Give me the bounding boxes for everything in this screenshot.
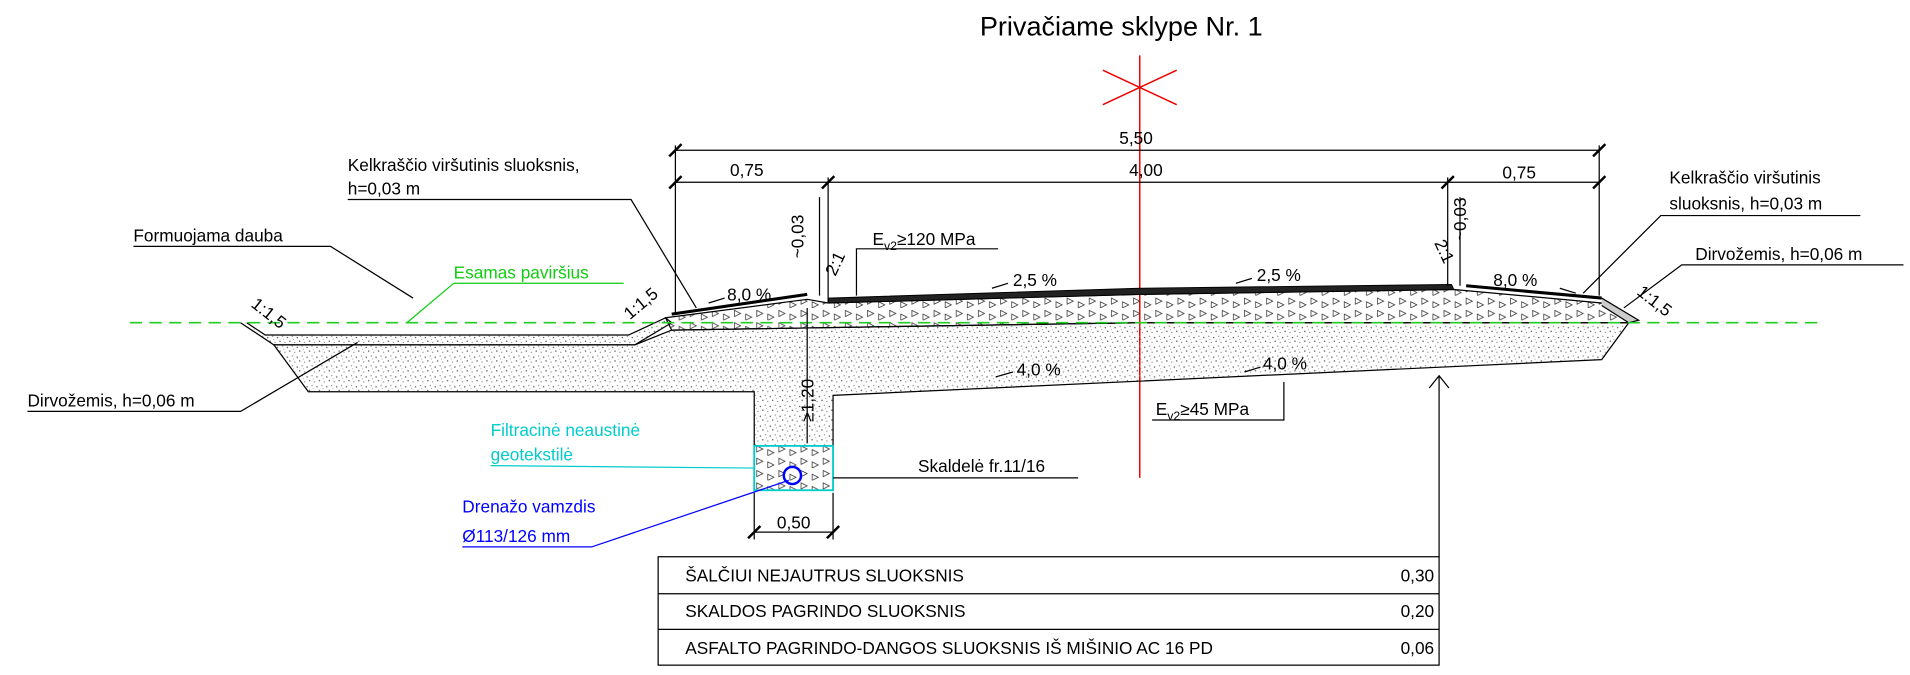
dim-left-surface: ~0,03 (787, 215, 807, 259)
leader (491, 466, 755, 468)
modulus-value: ≥45 MPa (1180, 399, 1249, 419)
modulus-value: ≥120 MPa (897, 229, 976, 249)
leader (1429, 376, 1449, 557)
table-cell: 0,06 (1401, 638, 1435, 658)
topsoil-left (241, 318, 672, 345)
annotation: Kelkraščio viršutinis sluoksnis, (348, 155, 580, 175)
leader (856, 249, 998, 296)
slope-label: 8,0 % (1493, 270, 1537, 290)
body: Privačiame sklype Nr. 1 5,50 0,75 4,00 0… (0, 0, 1910, 675)
dim-right-shoulder: 0,75 (1502, 163, 1536, 183)
table-cell: ŠALČIUI NEJAUTRUS SLUOKSNIS (685, 565, 964, 585)
dim-carriageway: 4,00 (1129, 160, 1163, 180)
slope-label: 1:1,5 (620, 283, 662, 323)
slope-label: 2,5 % (1013, 270, 1057, 290)
modulus-symbol: E (872, 229, 884, 249)
modulus-subscript: v2 (884, 239, 897, 253)
dim-trench-depth: ≥1,20 (797, 379, 817, 422)
slope-label: 2,5 % (1257, 265, 1301, 285)
leader (407, 283, 624, 322)
annotation: Dirvožemis, h=0,06 m (27, 390, 194, 410)
slope-label: 1:1,5 (1633, 281, 1676, 320)
annotation: Drenažo vamzdis (462, 496, 595, 516)
slope-label: 8,0 % (727, 285, 771, 305)
table-cell: 0,20 (1401, 601, 1435, 621)
dim-trench-width: 0,50 (777, 512, 811, 532)
modulus-subscript: v2 (1167, 409, 1180, 423)
annotation: Dirvožemis, h=0,06 m (1695, 244, 1862, 264)
slope-label: 4,0 % (1017, 360, 1061, 380)
annotation: Formuojama dauba (133, 225, 283, 245)
annotation: h=0,03 m (348, 179, 420, 199)
annotation: Kelkraščio viršutinis (1669, 168, 1820, 188)
leader (133, 246, 413, 298)
cross-section: Privačiame sklype Nr. 1 5,50 0,75 4,00 0… (0, 0, 1910, 675)
slope-label: 2:1 (821, 248, 849, 278)
annotation: geotekstilė (491, 445, 573, 465)
title: Privačiame sklype Nr. 1 (980, 11, 1263, 42)
annotation: sluoksnis, h=0,03 m (1669, 193, 1822, 213)
table-cell: SKALDOS PAGRINDO SLUOKSNIS (685, 601, 965, 621)
annotation: Filtracinė neaustinė (491, 420, 640, 440)
annotation: Esamas paviršius (454, 262, 589, 282)
dim-total: 5,50 (1119, 128, 1153, 148)
annotation: Skaldelė fr.11/16 (918, 456, 1045, 476)
table-cell: ASFALTO PAGRINDO-DANGOS SLUOKSNIS IŠ MIŠ… (685, 638, 1213, 658)
slope-label: 4,0 % (1263, 354, 1307, 374)
table-cell: 0,30 (1401, 565, 1435, 585)
modulus-symbol: E (1156, 399, 1168, 419)
dim-right-surface: ~0,03 (1450, 197, 1470, 241)
annotation: Ø113/126 mm (462, 526, 570, 546)
layer-table: ŠALČIUI NEJAUTRUS SLUOKSNIS 0,30 SKALDOS… (658, 557, 1439, 665)
modulus-label: Ev2≥120 MPa (872, 229, 975, 253)
page: Privačiame sklype Nr. 1 {"title": "Priva… (0, 0, 1910, 675)
dim-left-shoulder: 0,75 (730, 160, 764, 180)
